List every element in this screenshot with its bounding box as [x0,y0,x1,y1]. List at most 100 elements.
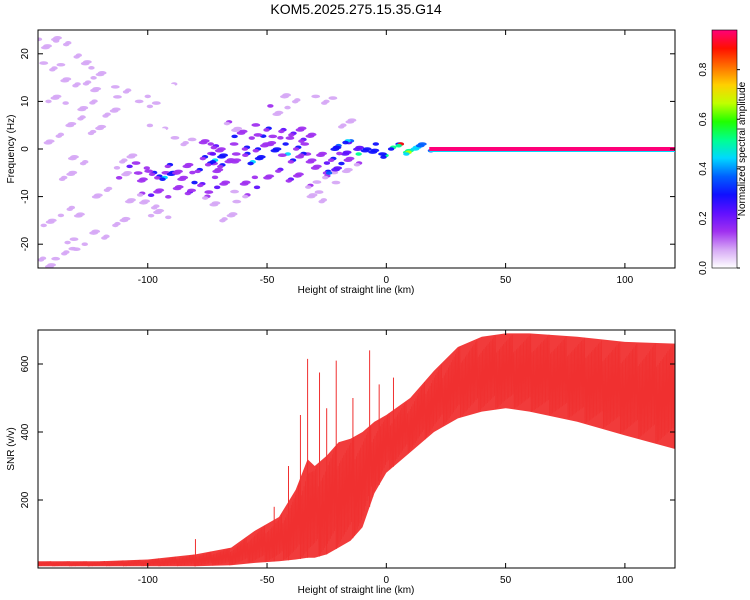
spectrogram-blob [43,132,65,145]
spectrogram-blob [126,161,150,175]
colorbar-tick-label: 0.6 [698,112,709,126]
spectrogram-ytick-label: 0 [20,146,31,152]
spectrogram-blob [355,142,380,156]
snr-xtick-label: 50 [500,575,512,586]
spectrogram-xtick-label: 50 [500,275,512,286]
spectrogram-blob [168,77,188,88]
spectrogram-blob [38,256,56,268]
spectrogram-blob [124,191,146,204]
colorbar-tick-label: 0.4 [698,161,709,175]
spectrogram-blob [147,208,172,220]
spectrogram-blob [229,142,251,156]
spectrogram-blob [311,94,338,105]
spectrogram-blob [338,118,357,129]
spectrogram-ytick-label: -20 [20,237,31,252]
colorbar-tick-label: 0.2 [698,211,709,225]
chart-title: KOM5.2025.275.15.35.G14 [270,1,441,17]
spectrogram-blob [67,155,89,166]
spectrogram-blob [202,194,221,207]
spectrogram-blob [119,153,138,164]
spectrogram-blob [45,94,69,105]
spectrogram-blob [91,186,113,199]
spectrogram-blob [211,175,231,190]
spectrogram-blob [219,212,238,223]
spectrogram-blob [110,85,132,99]
spectrogram-blob [239,175,261,190]
colorbar-label: Normalized spectral amplitude [737,81,748,216]
colorbar-ticks: 0.0 0.2 0.4 0.6 0.8 [698,62,740,275]
spectrogram-blob [147,188,172,199]
spectrogram-blob [177,170,198,185]
spectrogram-blob [198,139,220,150]
spectrogram-blob [298,132,317,143]
spectrogram-blob [316,151,337,162]
snr-ytick-label: 200 [20,491,31,508]
spectrogram-blob [187,181,214,194]
spectrogram-blob [82,80,102,93]
spectrogram-blob [182,162,203,174]
spectrogram-blob [77,99,98,112]
spectrogram-xtick-label: 0 [384,275,390,286]
colorbar: 0.0 0.2 0.4 0.6 0.8 Normalized spectral ampl… [698,29,748,275]
spectrogram-xtick-label: -50 [260,275,275,286]
spectrogram-blob [305,180,324,194]
snr-xtick-label: -100 [138,575,158,586]
spectrogram-blob [58,170,78,182]
snr-series-trace [38,334,675,567]
colorbar-tick-label: 0.8 [698,62,709,76]
spectrogram-ytick-label: -10 [20,189,31,204]
spectrogram-blob [223,120,243,132]
snr-xtick-label: -50 [260,575,275,586]
spectrogram-ytick-label: 10 [20,95,31,107]
spectrogram-blobs [38,36,437,268]
snr-spikes [194,350,394,567]
spectrogram-blob [209,153,229,164]
snr-ylabel: SNR (v/v) [6,427,17,470]
spectrogram-blob [134,113,161,128]
snr-ytick-label: 400 [20,423,31,440]
spectrogram-blob [341,161,363,174]
spectrogram-blob [164,162,183,175]
spectrogram-blob [60,77,81,88]
snr-xlabel: Height of straight line (km) [298,585,415,596]
colorbar-gradient [712,30,737,268]
spectrogram-blob [64,237,88,251]
spectrogram-blob [251,123,272,137]
snr-plot-area [38,333,675,567]
snr-frame [37,329,676,569]
spectrogram-blob [39,61,66,72]
snr-xtick-label: 0 [384,575,390,586]
spectrogram-blob [73,53,92,66]
spectrogram-xlabel: Height of straight line (km) [298,285,415,296]
spectrogram-blob [285,172,304,183]
spectrogram-blob [247,155,266,166]
spectrogram-blob [260,134,284,147]
spectrogram-ytick-label: 20 [20,48,31,60]
snr-xtick-label: 100 [617,575,634,586]
spectrogram-ylabel: Frequency (Hz) [6,115,17,184]
spectrogram-blob [65,115,86,128]
spectrogram-blob [268,127,295,140]
colorbar-frame [711,29,738,269]
spectrogram-blob [267,104,291,117]
spectrogram-blob [336,151,355,166]
spectrogram-blob [403,145,422,156]
spectrogram-blob [89,229,110,240]
spectrogram-blob [88,66,107,80]
spectrogram-blob [139,199,160,210]
snr-ytick-label: 600 [20,355,31,372]
spectrogram-xtick-label: 100 [617,275,634,286]
spectrogram-frame [37,29,676,269]
spectrogram-blob [66,205,85,218]
spectrogram-blob [306,193,328,204]
spectrogram-blob [170,136,197,147]
spectrogram-blob [280,93,301,104]
spectrogram-blob [40,213,65,228]
spectrogram-blob [134,94,161,109]
spectrogram-blob [51,36,72,47]
colorbar-tick-label: 0.0 [698,261,709,275]
steady-signal-line [429,147,675,151]
